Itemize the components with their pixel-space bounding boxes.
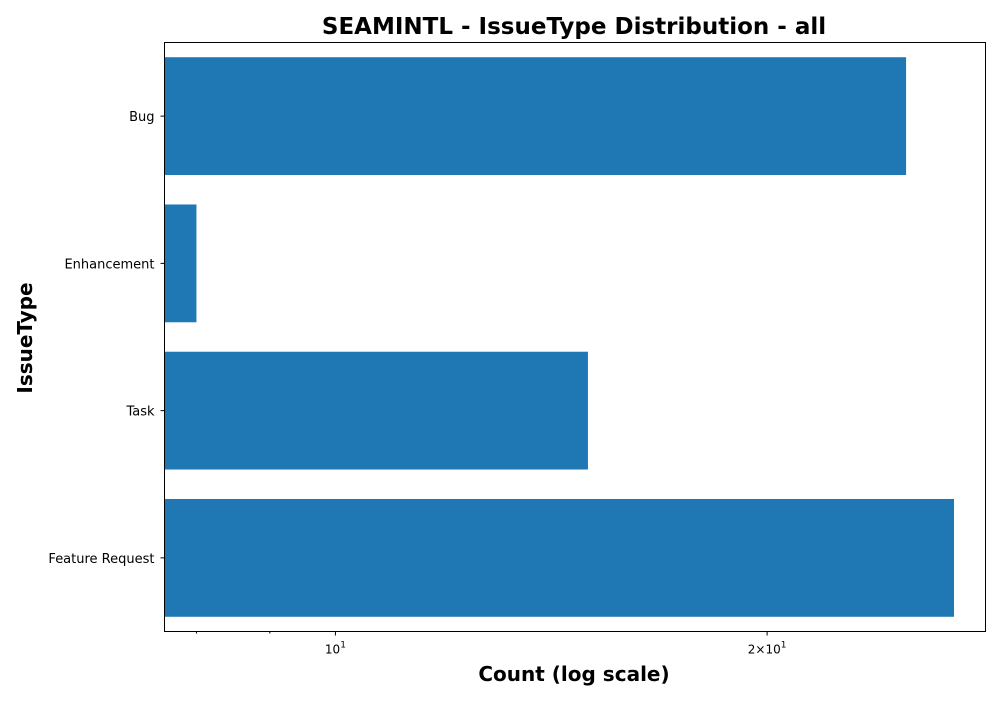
chart-title: SEAMINTL - IssueType Distribution - all [322,14,826,40]
bar-task [164,351,588,470]
x-axis-ticks: 101 2×101 [195,631,787,657]
y-tick-label-feature-request: Feature Request [48,552,154,567]
bar-enhancement [164,204,197,323]
x-tick-label-0: 101 [325,641,346,657]
y-axis-label: IssueType [13,282,37,393]
x-axis-label: Count (log scale) [478,662,669,686]
bar-feature-request [164,498,955,617]
y-tick-label-bug: Bug [129,110,154,125]
y-tick-label-enhancement: Enhancement [64,257,154,272]
x-tick-label-1: 2×101 [748,641,787,657]
plot-frame [164,42,986,632]
y-tick-label-task: Task [125,405,155,420]
bar-bug [164,57,907,176]
bars-group [164,57,955,617]
y-axis-ticks: Bug Enhancement Task Feature Request [48,110,165,567]
